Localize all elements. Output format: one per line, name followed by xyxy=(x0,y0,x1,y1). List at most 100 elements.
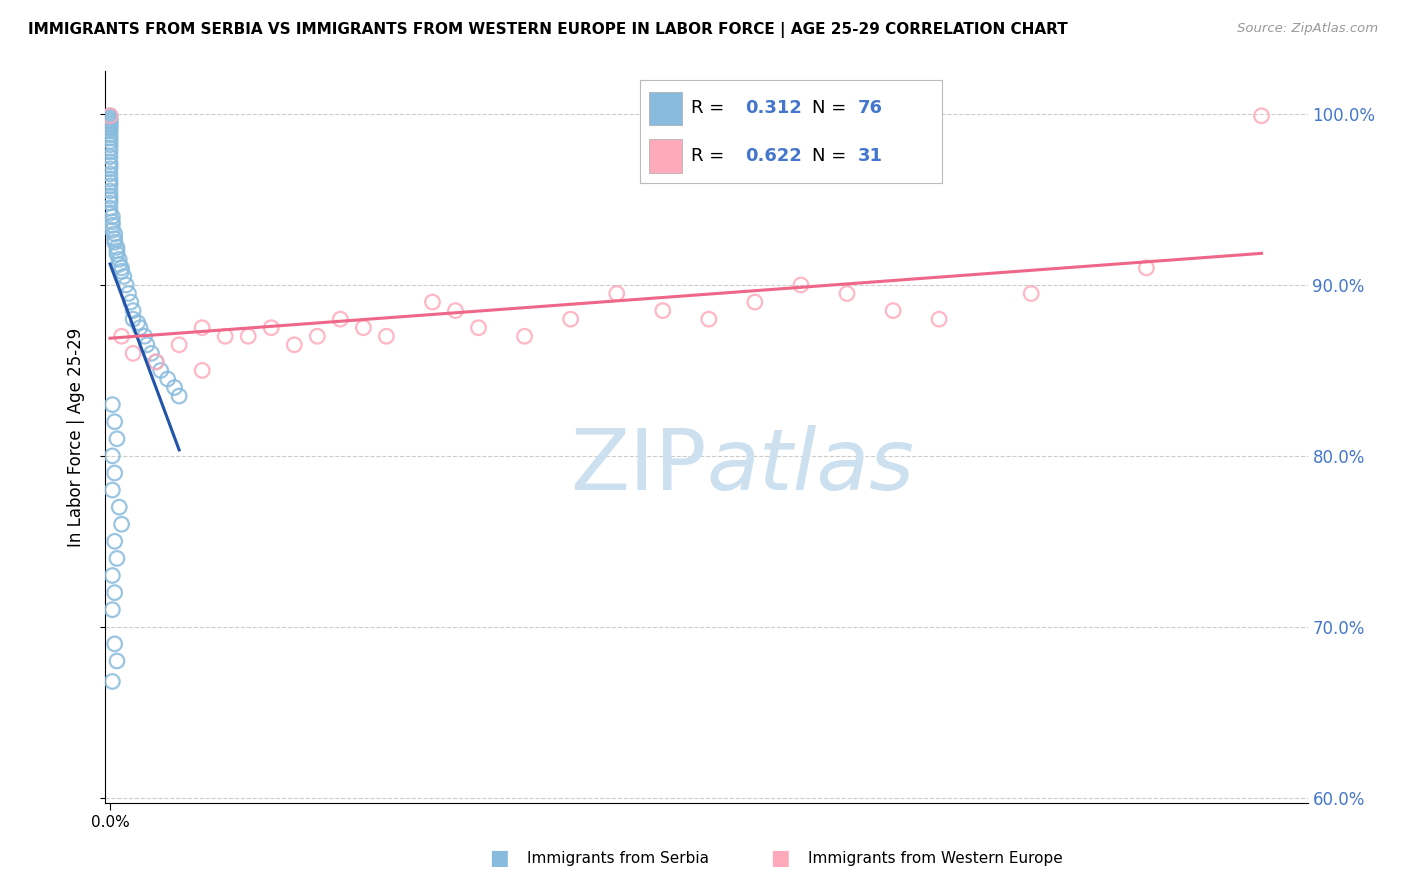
Point xyxy=(101,674,124,689)
Point xyxy=(101,398,124,412)
Point xyxy=(260,320,283,334)
Text: R =: R = xyxy=(692,100,724,118)
Point xyxy=(108,257,131,271)
Point xyxy=(98,135,121,149)
Point xyxy=(191,320,214,334)
Point xyxy=(375,329,398,343)
Point xyxy=(98,189,121,203)
Point xyxy=(105,654,128,668)
Point xyxy=(122,346,145,360)
Text: atlas: atlas xyxy=(707,425,914,508)
Point xyxy=(98,201,121,215)
Point xyxy=(98,120,121,135)
Point xyxy=(98,109,121,123)
Point xyxy=(98,161,121,176)
Point xyxy=(115,277,138,292)
Point xyxy=(98,178,121,193)
Point xyxy=(104,585,127,599)
Point xyxy=(120,295,142,310)
Point xyxy=(149,363,172,377)
Point xyxy=(101,215,124,229)
Text: Source: ZipAtlas.com: Source: ZipAtlas.com xyxy=(1237,22,1378,36)
Point xyxy=(98,184,121,198)
Y-axis label: In Labor Force | Age 25-29: In Labor Force | Age 25-29 xyxy=(66,327,84,547)
Point xyxy=(98,122,121,136)
Point xyxy=(110,329,132,343)
Point xyxy=(98,109,121,123)
Point xyxy=(651,303,673,318)
Point xyxy=(98,112,121,127)
Point xyxy=(98,114,121,128)
Point xyxy=(122,303,145,318)
Point xyxy=(422,295,444,310)
Point xyxy=(98,111,121,125)
Point xyxy=(101,483,124,497)
Text: 31: 31 xyxy=(858,146,883,165)
Point xyxy=(163,380,186,394)
Point xyxy=(104,415,127,429)
Point xyxy=(104,232,127,246)
Point xyxy=(156,372,179,386)
Point xyxy=(110,517,132,532)
Point xyxy=(606,286,628,301)
Point xyxy=(283,338,305,352)
Text: IMMIGRANTS FROM SERBIA VS IMMIGRANTS FROM WESTERN EUROPE IN LABOR FORCE | AGE 25: IMMIGRANTS FROM SERBIA VS IMMIGRANTS FRO… xyxy=(28,22,1069,38)
Point xyxy=(104,235,127,250)
Point xyxy=(167,389,190,403)
Text: ZIP: ZIP xyxy=(569,425,707,508)
Point xyxy=(104,227,127,241)
Point xyxy=(329,312,352,326)
Text: Immigrants from Serbia: Immigrants from Serbia xyxy=(527,851,709,865)
Point xyxy=(101,568,124,582)
Point xyxy=(141,346,163,360)
Text: Immigrants from Western Europe: Immigrants from Western Europe xyxy=(808,851,1063,865)
Point xyxy=(129,320,152,334)
Point xyxy=(98,172,121,186)
Text: N =: N = xyxy=(813,146,846,165)
Point xyxy=(104,534,127,549)
Text: 0.312: 0.312 xyxy=(745,100,803,118)
Text: N =: N = xyxy=(813,100,846,118)
Point xyxy=(112,269,135,284)
Point xyxy=(928,312,950,326)
Point xyxy=(307,329,329,343)
Point xyxy=(98,117,121,131)
Point xyxy=(127,316,149,330)
Point xyxy=(98,124,121,138)
Point xyxy=(98,137,121,152)
Point xyxy=(101,449,124,463)
Point xyxy=(98,206,121,220)
Point xyxy=(98,145,121,159)
Text: R =: R = xyxy=(692,146,724,165)
Point xyxy=(790,277,813,292)
Point xyxy=(104,466,127,480)
Point xyxy=(98,141,121,155)
Point xyxy=(145,355,167,369)
Point xyxy=(744,295,766,310)
Point xyxy=(191,363,214,377)
Point xyxy=(110,260,132,275)
Point xyxy=(101,603,124,617)
Point xyxy=(167,338,190,352)
Point xyxy=(108,252,131,267)
Point xyxy=(214,329,236,343)
Point xyxy=(135,338,157,352)
Point xyxy=(835,286,858,301)
Point xyxy=(98,167,121,181)
Point xyxy=(98,176,121,190)
Point xyxy=(560,312,582,326)
Point xyxy=(352,320,374,334)
Point xyxy=(98,150,121,164)
Point xyxy=(98,158,121,172)
Point xyxy=(444,303,467,318)
Point xyxy=(98,119,121,133)
Point xyxy=(1135,260,1157,275)
Point xyxy=(101,223,124,237)
Point xyxy=(1019,286,1042,301)
Bar xyxy=(648,92,682,126)
Point xyxy=(105,240,128,254)
Point xyxy=(98,131,121,145)
Text: 0.622: 0.622 xyxy=(745,146,803,165)
Point xyxy=(1250,109,1272,123)
Point xyxy=(98,193,121,207)
